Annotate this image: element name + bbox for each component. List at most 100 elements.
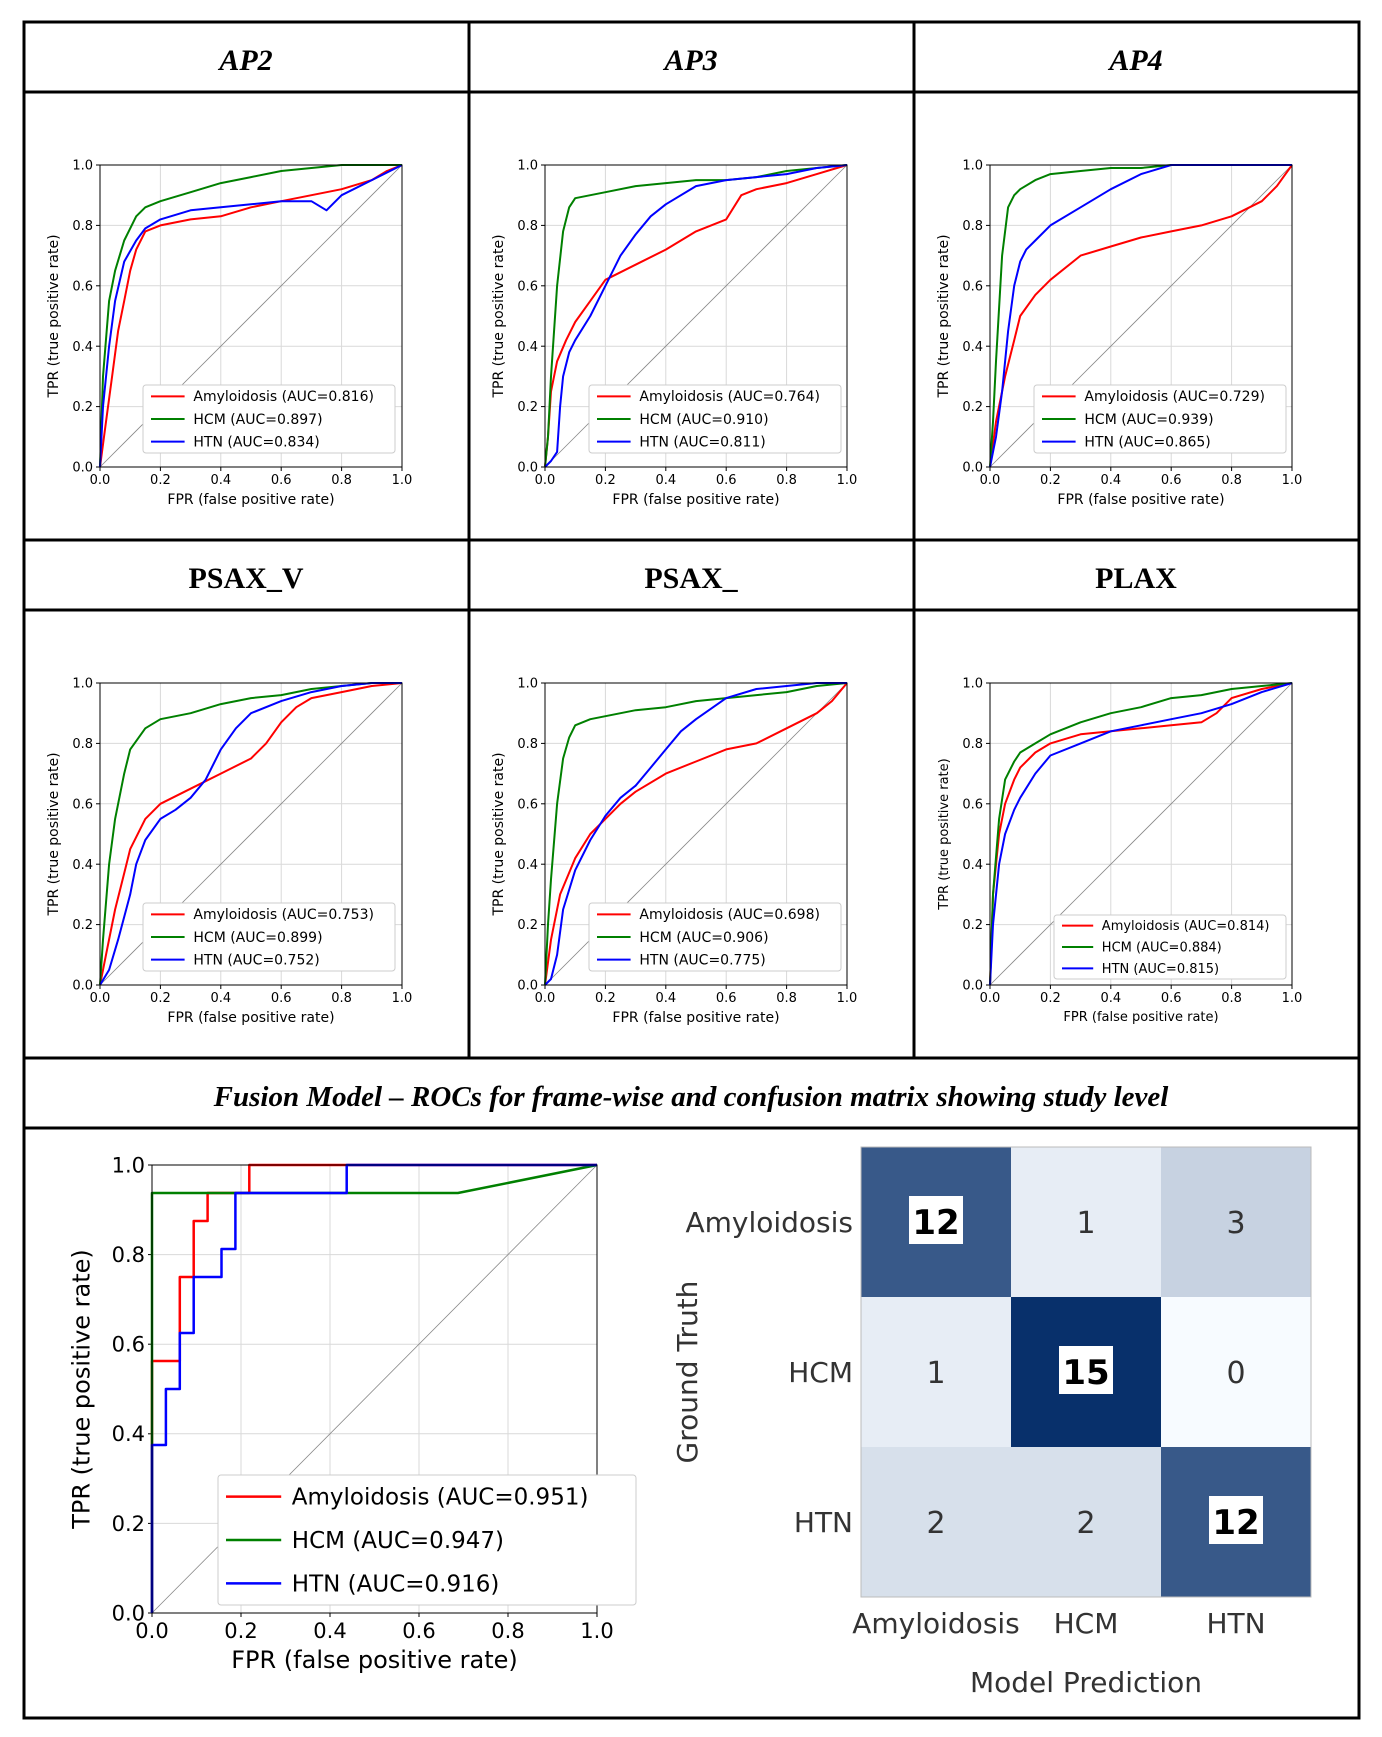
legend-label-htn: HTN (AUC=0.916) (292, 1571, 500, 1597)
plot-frame (151, 1164, 598, 1614)
x-tick-label: 0.8 (1221, 991, 1242, 1006)
roc-line-hcm (544, 164, 848, 468)
plot-frame (544, 164, 848, 468)
x-tick-label: 0.8 (491, 1619, 524, 1643)
roc-line-amyloidosis (99, 682, 403, 986)
heatmap-cell (861, 1447, 1011, 1597)
cell-value: 2 (1076, 1506, 1095, 1541)
roc-line-htn (150, 1163, 597, 1613)
x-tick-label: 0.0 (90, 473, 111, 488)
roc-line-amyloidosis (989, 164, 1293, 468)
x-tick-label: 0.0 (980, 473, 1001, 488)
plot-frame (989, 682, 1293, 986)
legend-label-hcm: HCM (AUC=0.897) (193, 412, 322, 428)
roc-line-amyloidosis (150, 1163, 597, 1613)
cell-value: 15 (1062, 1353, 1109, 1393)
cell-value: 12 (912, 1203, 959, 1243)
legend-box (142, 384, 396, 454)
x-tick-label: 0.6 (271, 473, 292, 488)
x-tick-label: 1.0 (580, 1619, 613, 1643)
heatmap-cell (1011, 1447, 1161, 1597)
y-tick-label: 0.6 (72, 279, 93, 294)
panel-grid-lines (22, 20, 1361, 1720)
x-tick-label: 0.4 (1100, 473, 1121, 488)
y-tick-label: 0.2 (72, 400, 93, 415)
x-tick-label: 0.8 (331, 473, 352, 488)
y-axis-label: TPR (true positive rate) (67, 1249, 95, 1530)
roc-line-hcm (99, 682, 402, 986)
heatmap-frame (860, 1146, 1312, 1598)
y-tick-label: 0.4 (72, 340, 93, 355)
roc-line-amyloidosis (99, 164, 403, 468)
x-tick-label: 0.4 (313, 1619, 346, 1643)
header-fusion: Fusion Model – ROCs for frame-wise and c… (213, 1081, 1170, 1113)
row-label: HCM (788, 1356, 853, 1389)
y-tick-label: 0.6 (112, 1333, 145, 1357)
roc-line-htn (99, 682, 402, 986)
legend-label-amyloidosis: Amyloidosis (AUC=0.764) (639, 389, 820, 405)
cell-value: 1 (926, 1356, 945, 1391)
y-tick-label: 0.4 (112, 1422, 145, 1446)
cell-value-highlight (1059, 1346, 1113, 1394)
y-tick-label: 1.0 (962, 159, 983, 174)
y-tick-label: 1.0 (517, 159, 538, 174)
x-tick-label: 1.0 (392, 473, 413, 488)
x-tick-label: 0.2 (150, 473, 171, 488)
legend-label-hcm: HCM (AUC=0.884) (1102, 941, 1222, 956)
x-tick-label: 0.2 (150, 991, 171, 1006)
x-axis-label: FPR (false positive rate) (167, 492, 334, 508)
x-tick-label: 0.0 (535, 991, 556, 1006)
x-tick-label: 0.6 (716, 473, 737, 488)
roc-chart-ap4: 0.0 0.2 0.4 0.6 0.8 1.0 0.0 0.2 0.4 0.6 0.8 1.0 FPR … (936, 159, 1302, 508)
x-tick-label: 1.0 (837, 991, 858, 1006)
y-tick-label: 0.4 (962, 858, 983, 873)
plot-frame (989, 164, 1293, 468)
roc-chart-ap2: 0.0 0.2 0.4 0.6 0.8 1.0 0.0 0.2 0.4 0.6 0.8 1.0 FPR … (46, 159, 412, 508)
x-tick-label: 0.4 (655, 991, 676, 1006)
x-tick-label: 0.8 (1221, 473, 1242, 488)
header-ap4: AP4 (1107, 44, 1162, 77)
x-tick-label: 0.4 (210, 473, 231, 488)
y-tick-label: 0.4 (517, 858, 538, 873)
cell-value: 3 (1226, 1206, 1245, 1241)
x-tick-label: 0.6 (1161, 991, 1182, 1006)
x-axis-label: FPR (false positive rate) (1063, 1010, 1218, 1025)
legend-label-hcm: HCM (AUC=0.906) (639, 930, 768, 946)
legend-label-htn: HTN (AUC=0.815) (1102, 962, 1219, 977)
x-tick-label: 0.2 (595, 991, 616, 1006)
y-axis-label: Ground Truth (671, 1281, 704, 1464)
roc-chart-psax-: 0.0 0.2 0.4 0.6 0.8 1.0 0.0 0.2 0.4 0.6 0.8 1.0 FPR … (491, 677, 857, 1026)
y-tick-label: 0.2 (517, 400, 538, 415)
plot-frame (99, 682, 403, 986)
legend-box (588, 902, 842, 972)
x-tick-label: 0.2 (224, 1619, 257, 1643)
y-axis-label: TPR (true positive rate) (46, 234, 62, 398)
x-tick-label: 0.6 (1161, 473, 1182, 488)
x-tick-label: 0.4 (655, 473, 676, 488)
y-axis-label: TPR (true positive rate) (491, 752, 507, 916)
plot-frame (544, 682, 848, 986)
y-axis-label: TPR (true positive rate) (937, 758, 952, 910)
legend-label-hcm: HCM (AUC=0.947) (292, 1528, 504, 1554)
legend-label-amyloidosis: Amyloidosis (AUC=0.698) (639, 907, 820, 923)
x-tick-label: 0.6 (271, 991, 292, 1006)
x-tick-label: 1.0 (392, 991, 413, 1006)
legend-label-hcm: HCM (AUC=0.899) (193, 930, 322, 946)
x-tick-label: 0.2 (1040, 991, 1061, 1006)
legend-label-amyloidosis: Amyloidosis (AUC=0.814) (1102, 919, 1270, 934)
x-tick-label: 0.0 (980, 991, 1001, 1006)
x-tick-label: 1.0 (1282, 991, 1303, 1006)
x-tick-label: 0.2 (595, 473, 616, 488)
x-axis-label: FPR (false positive rate) (167, 1010, 334, 1026)
y-tick-label: 1.0 (962, 677, 983, 692)
x-tick-label: 0.6 (716, 991, 737, 1006)
plot-frame (99, 164, 403, 468)
legend-box (588, 384, 842, 454)
y-tick-label: 0.6 (962, 279, 983, 294)
roc-line-hcm (989, 164, 1292, 468)
roc-line-hcm (989, 682, 1293, 986)
y-tick-label: 0.8 (962, 737, 983, 752)
x-tick-label: 1.0 (1282, 473, 1303, 488)
y-tick-label: 0.4 (962, 340, 983, 355)
